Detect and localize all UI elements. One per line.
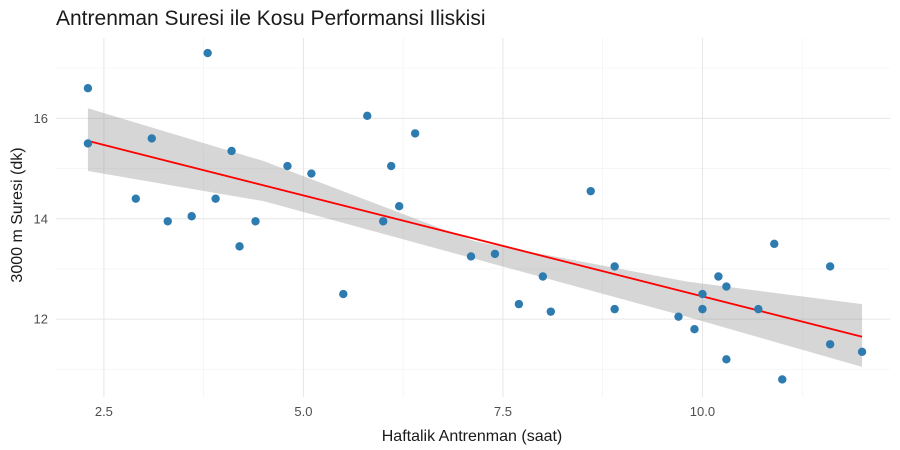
data-points-group (83, 48, 867, 384)
data-point (825, 262, 835, 271)
y-tick-label: 14 (34, 211, 48, 226)
data-point (251, 217, 260, 226)
data-point (690, 325, 699, 334)
data-point (83, 84, 93, 93)
grid-major-lines (56, 38, 890, 397)
data-point (722, 355, 731, 364)
data-point (410, 129, 420, 138)
y-axis-title: 3000 m Suresi (dk) (9, 147, 26, 282)
data-point (339, 289, 348, 299)
y-tick-label: 12 (34, 312, 48, 327)
data-point (857, 347, 867, 357)
data-point (698, 304, 707, 314)
y-tick-labels: 12 14 16 (34, 111, 48, 327)
data-point (714, 272, 723, 281)
data-point (674, 312, 683, 321)
x-axis-title: Haftalik Antrenman (saat) (382, 428, 563, 445)
data-point (514, 299, 524, 309)
data-point (610, 304, 619, 314)
data-point (283, 161, 292, 171)
data-point (778, 375, 787, 384)
data-point (163, 217, 172, 226)
data-point (770, 239, 779, 249)
x-tick-label: 7.5 (494, 404, 512, 419)
confidence-band-group (87, 108, 863, 367)
data-point (227, 146, 236, 156)
data-point (722, 282, 731, 291)
data-point (131, 194, 141, 203)
fit-line-group (87, 140, 863, 338)
data-point (394, 202, 404, 211)
x-tick-label: 5.0 (294, 404, 312, 419)
chart-title: Antrenman Suresi ile Kosu Performansi Il… (56, 7, 486, 30)
x-tick-label: 10.0 (690, 404, 715, 419)
x-tick-label: 2.5 (95, 404, 113, 419)
data-point (379, 217, 388, 226)
data-point (698, 289, 707, 299)
data-point (490, 249, 500, 259)
data-point (187, 212, 196, 221)
data-point (586, 186, 595, 196)
data-point (211, 194, 220, 203)
y-tick-label: 16 (34, 111, 48, 126)
regression-line (87, 140, 863, 338)
data-point (235, 242, 244, 251)
data-point (203, 48, 212, 58)
data-point (538, 272, 548, 281)
confidence-band (87, 108, 863, 367)
grid-minor-lines (56, 38, 890, 397)
data-point (83, 139, 93, 148)
data-point (825, 340, 835, 349)
data-point (754, 304, 763, 314)
data-point (363, 111, 372, 121)
data-point (546, 307, 556, 316)
data-point (147, 134, 156, 143)
data-point (307, 169, 316, 178)
data-point (386, 161, 396, 171)
data-point (610, 262, 619, 271)
x-tick-labels: 2.5 5.0 7.5 10.0 (95, 404, 715, 419)
data-point (466, 252, 476, 261)
